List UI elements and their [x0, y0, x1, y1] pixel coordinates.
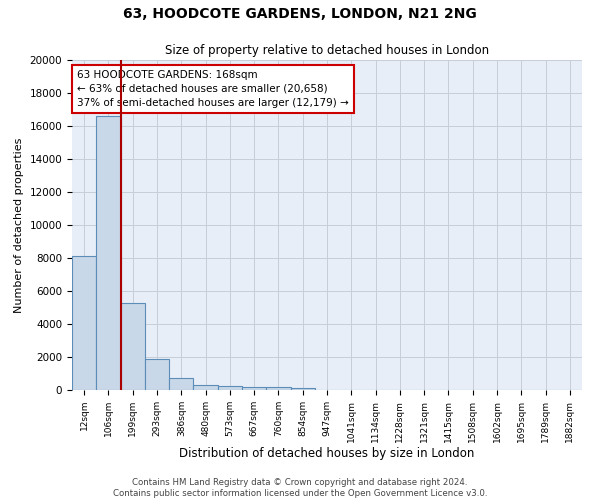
Bar [218, 386, 242, 390]
Text: 63, HOODCOTE GARDENS, LONDON, N21 2NG: 63, HOODCOTE GARDENS, LONDON, N21 2NG [123, 8, 477, 22]
Text: 63 HOODCOTE GARDENS: 168sqm
← 63% of detached houses are smaller (20,658)
37% of: 63 HOODCOTE GARDENS: 168sqm ← 63% of det… [77, 70, 349, 108]
Bar [169, 378, 193, 390]
Text: Contains HM Land Registry data © Crown copyright and database right 2024.
Contai: Contains HM Land Registry data © Crown c… [113, 478, 487, 498]
Bar [72, 256, 96, 390]
Bar [242, 386, 266, 390]
Bar [266, 387, 290, 390]
Title: Size of property relative to detached houses in London: Size of property relative to detached ho… [165, 44, 489, 58]
Bar [96, 116, 121, 390]
Bar [121, 302, 145, 390]
Bar [193, 385, 218, 390]
X-axis label: Distribution of detached houses by size in London: Distribution of detached houses by size … [179, 448, 475, 460]
Bar [145, 360, 169, 390]
Bar [290, 388, 315, 390]
Y-axis label: Number of detached properties: Number of detached properties [14, 138, 24, 312]
